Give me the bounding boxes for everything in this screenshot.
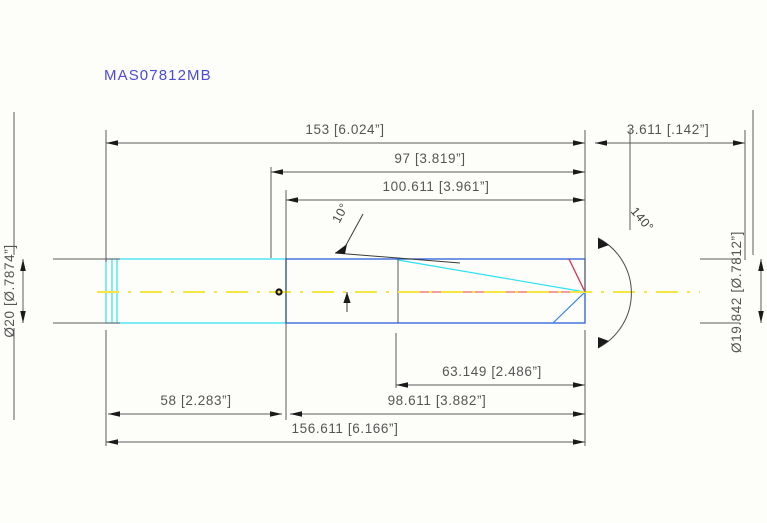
angle-10-group: 10° (330, 201, 461, 264)
axis-callout-arrow (343, 292, 351, 303)
part-title: MAS07812MB (104, 67, 212, 84)
dim-156611: 156.611 [6.166”] (105, 330, 586, 446)
angle-140-group: 140° (597, 204, 656, 349)
dim-98611: 98.611 [3.882”] (290, 393, 585, 417)
top-dimension-group: 153 [6.024”] 97 [3.819”] 100.611 [3.961”… (106, 122, 745, 203)
dim-100611-label: 100.611 [3.961”] (383, 179, 490, 194)
left-diameter-label: Ø20 [Ø.7874”] (2, 244, 17, 337)
dim-97: 97 [3.819”] (271, 151, 585, 175)
dim-3611: 3.611 [.142”] (595, 122, 745, 146)
dim-58-label: 58 [2.283”] (160, 393, 231, 408)
upper-taper-line (397, 259, 586, 293)
left-diameter-dimension: Ø20 [Ø.7874”] (2, 112, 26, 420)
upper-point-flank-red (568, 258, 586, 293)
shoulder-center-dot (277, 290, 281, 294)
right-diameter-label: Ø19.842 [Ø.7812”] (729, 231, 744, 353)
bottom-dimension-group: 63.149 [2.486”] 98.611 [3.882”] 58 [2.28… (105, 330, 586, 446)
dim-100611: 100.611 [3.961”] (286, 179, 585, 203)
dim-63149-label: 63.149 [2.486”] (442, 364, 542, 379)
dim-156611-label: 156.611 [6.166”] (292, 421, 399, 436)
dim-58: 58 [2.283”] (108, 393, 282, 417)
angle-140-label: 140° (628, 204, 656, 234)
dim-63149: 63.149 [2.486”] (395, 333, 585, 388)
dim-153-label: 153 [6.024”] (305, 122, 384, 137)
right-diameter-dimension: Ø19.842 [Ø.7812”] (729, 110, 764, 353)
dim-3611-label: 3.611 [.142”] (627, 122, 710, 137)
part-geometry (97, 244, 700, 420)
dim-153: 153 [6.024”] (106, 122, 585, 146)
lower-point-flank (552, 291, 586, 324)
dim-98611-label: 98.611 [3.882”] (388, 393, 487, 408)
dim-97-label: 97 [3.819”] (394, 151, 465, 166)
angle-10-label: 10° (330, 201, 352, 225)
